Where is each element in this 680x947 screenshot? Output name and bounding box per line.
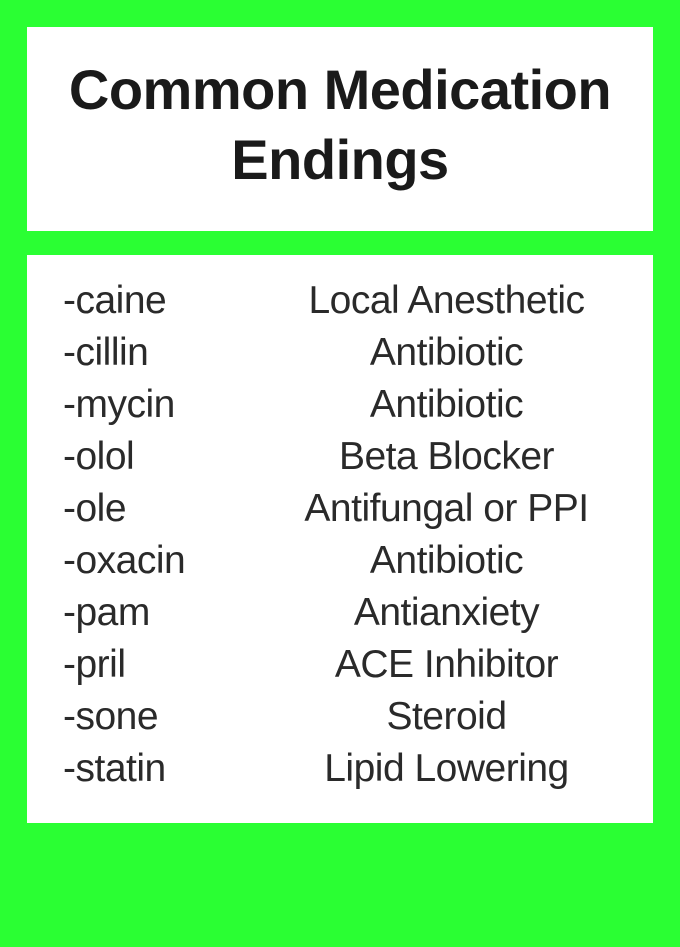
category-cell: ACE Inhibitor [268,643,625,687]
suffix-cell: -cillin [63,331,268,375]
suffix-cell: -pam [63,591,268,635]
category-cell: Antibiotic [268,383,625,427]
medication-table: -caine Local Anesthetic -cillin Antibiot… [24,252,656,826]
category-cell: Antifungal or PPI [268,487,625,531]
suffix-cell: -olol [63,435,268,479]
table-row: -olol Beta Blocker [63,435,625,479]
table-row: -oxacin Antibiotic [63,539,625,583]
category-cell: Local Anesthetic [268,279,625,323]
suffix-cell: -oxacin [63,539,268,583]
table-row: -statin Lipid Lowering [63,747,625,791]
table-row: -ole Antifungal or PPI [63,487,625,531]
table-row: -sone Steroid [63,695,625,739]
table-row: -pam Antianxiety [63,591,625,635]
suffix-cell: -sone [63,695,268,739]
suffix-cell: -ole [63,487,268,531]
category-cell: Antianxiety [268,591,625,635]
suffix-cell: -pril [63,643,268,687]
category-cell: Lipid Lowering [268,747,625,791]
suffix-cell: -mycin [63,383,268,427]
suffix-cell: -statin [63,747,268,791]
table-row: -caine Local Anesthetic [63,279,625,323]
suffix-cell: -caine [63,279,268,323]
title-panel: Common Medication Endings [24,24,656,234]
category-cell: Antibiotic [268,331,625,375]
category-cell: Steroid [268,695,625,739]
table-row: -cillin Antibiotic [63,331,625,375]
page-title: Common Medication Endings [47,55,633,195]
table-row: -pril ACE Inhibitor [63,643,625,687]
category-cell: Antibiotic [268,539,625,583]
table-row: -mycin Antibiotic [63,383,625,427]
category-cell: Beta Blocker [268,435,625,479]
